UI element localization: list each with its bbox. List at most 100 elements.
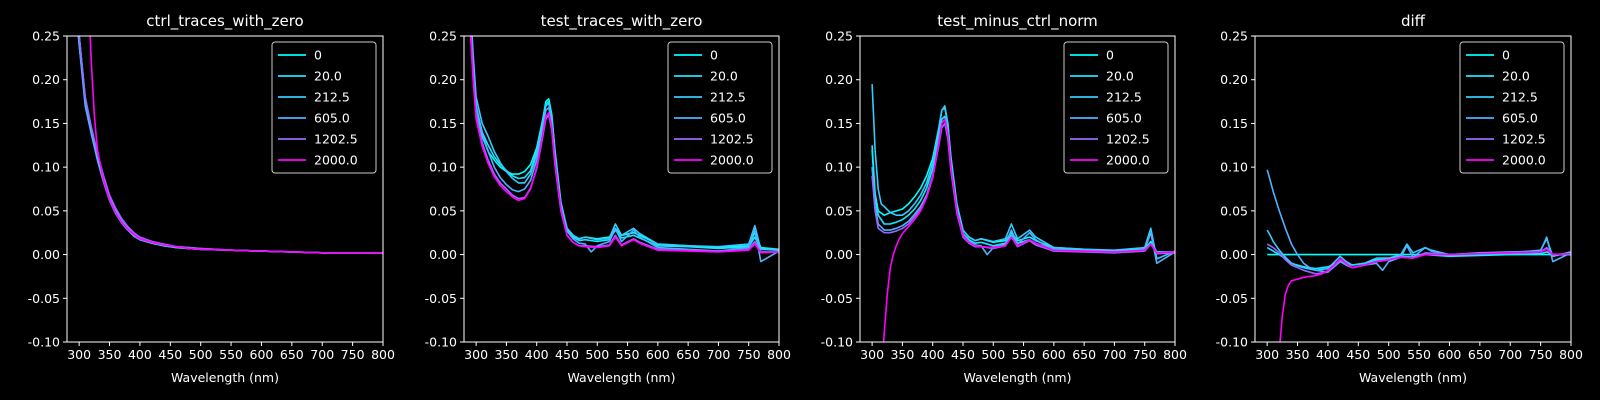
legend-entry-label: 2000.0: [1106, 153, 1150, 168]
x-tick-label: 650: [1468, 347, 1492, 362]
x-tick-label: 350: [890, 347, 914, 362]
y-tick-label: 0.15: [1220, 116, 1248, 131]
x-tick-label: 500: [1377, 347, 1401, 362]
x-tick-label: 300: [1255, 347, 1279, 362]
chart-title: diff: [1401, 12, 1426, 30]
x-tick-label: 350: [494, 347, 518, 362]
legend-entry-label: 605.0: [1106, 111, 1142, 126]
x-tick-label: 750: [737, 347, 761, 362]
series-line-5: [882, 118, 1175, 342]
y-tick-label: -0.05: [821, 291, 853, 306]
axes-frame: [1254, 35, 1572, 343]
x-tick-label: 550: [616, 347, 640, 362]
y-tick-label: 0.10: [429, 160, 457, 175]
x-tick-label: 350: [1286, 347, 1310, 362]
y-tick-label: 0.00: [1220, 247, 1248, 262]
y-tick-label: 0.00: [32, 247, 60, 262]
chart-panel-1: test_traces_with_zero 300 350 400 450 500 550 6…: [425, 12, 791, 385]
legend-entry-label: 212.5: [710, 90, 746, 105]
y-tick-label: 0.15: [429, 116, 457, 131]
y-tick-label: 0.05: [1220, 203, 1248, 218]
y-tick-label: 0.05: [825, 203, 853, 218]
x-tick-label: 650: [280, 347, 304, 362]
x-tick-label: 700: [706, 347, 730, 362]
x-tick-label: 800: [767, 347, 791, 362]
x-tick-label: 650: [1072, 347, 1096, 362]
series-line-5: [89, 36, 383, 254]
legend-entry-label: 0: [314, 48, 322, 63]
legend-entry-label: 605.0: [1502, 111, 1538, 126]
y-tick-label: 0.20: [429, 72, 457, 87]
y-tick-label: -0.10: [425, 335, 457, 350]
legend-entry-label: 212.5: [1502, 90, 1538, 105]
y-tick-label: -0.10: [28, 335, 60, 350]
chart-title: test_minus_ctrl_norm: [937, 12, 1098, 31]
y-tick-label: 0.25: [825, 29, 853, 44]
x-tick-label: 550: [219, 347, 243, 362]
x-tick-label: 450: [555, 347, 579, 362]
x-tick-label: 400: [921, 347, 945, 362]
series-group: [77, 36, 383, 254]
x-tick-label: 300: [860, 347, 884, 362]
legend-entry-label: 2000.0: [314, 153, 358, 168]
y-tick-label: -0.10: [1216, 335, 1248, 350]
x-tick-label: 400: [128, 347, 152, 362]
legend: 0 20.0 212.5 605.0 1202.5 2000.0: [1063, 41, 1169, 174]
x-tick-label: 500: [189, 347, 213, 362]
y-tick-label: 0.25: [32, 29, 60, 44]
y-tick-label: 0.10: [1220, 160, 1248, 175]
y-tick-label: 0.20: [32, 72, 60, 87]
x-tick-label: 800: [371, 347, 395, 362]
chart-panel-2: test_minus_ctrl_norm 300 350 400 450 500 550 60…: [821, 12, 1187, 385]
x-tick-label: 500: [585, 347, 609, 362]
x-tick-label: 400: [1316, 347, 1340, 362]
x-tick-label: 800: [1559, 347, 1583, 362]
legend-box: [1063, 41, 1169, 174]
legend-entry-label: 212.5: [1106, 90, 1142, 105]
x-axis-label: Wavelength (nm): [964, 370, 1072, 385]
y-tick-label: -0.10: [821, 335, 853, 350]
x-tick-label: 450: [158, 347, 182, 362]
x-tick-label: 600: [1438, 347, 1462, 362]
x-tick-label: 600: [1042, 347, 1066, 362]
axes-frame: [859, 35, 1176, 343]
y-tick-label: 0.20: [1220, 72, 1248, 87]
legend-entry-label: 20.0: [314, 69, 342, 84]
y-tick-label: 0.10: [825, 160, 853, 175]
y-tick-label: -0.05: [28, 291, 60, 306]
x-tick-label: 800: [1163, 347, 1187, 362]
axes-frame: [463, 35, 780, 343]
chart-panel-0: ctrl_traces_with_zero 300 350 400 450 500 550 6…: [28, 12, 395, 385]
series-group: [1266, 169, 1571, 342]
legend: 0 20.0 212.5 605.0 1202.5 2000.0: [271, 41, 377, 174]
chart-title: test_traces_with_zero: [541, 12, 703, 31]
legend-entry-label: 212.5: [314, 90, 350, 105]
x-tick-label: 400: [525, 347, 549, 362]
x-axis-label: Wavelength (nm): [1359, 370, 1467, 385]
legend-entry-label: 1202.5: [1106, 132, 1150, 147]
legend-entry-label: 605.0: [314, 111, 350, 126]
y-tick-label: 0.15: [32, 116, 60, 131]
series-group: [469, 36, 779, 263]
legend-entry-label: 605.0: [710, 111, 746, 126]
x-tick-label: 750: [1529, 347, 1553, 362]
x-tick-label: 450: [1346, 347, 1370, 362]
y-tick-label: 0.00: [825, 247, 853, 262]
series-line-5: [469, 36, 779, 254]
y-tick-label: 0.05: [32, 203, 60, 218]
y-tick-label: 0.05: [429, 203, 457, 218]
y-tick-label: 0.25: [1220, 29, 1248, 44]
legend-entry-label: 20.0: [1106, 69, 1134, 84]
x-tick-label: 700: [1102, 347, 1126, 362]
x-tick-label: 300: [464, 347, 488, 362]
x-tick-label: 550: [1407, 347, 1431, 362]
legend-entry-label: 0: [1502, 48, 1510, 63]
legend-entry-label: 0: [710, 48, 718, 63]
legend-entry-label: 1202.5: [1502, 132, 1546, 147]
legend: 0 20.0 212.5 605.0 1202.5 2000.0: [667, 41, 773, 174]
x-axis-label: Wavelength (nm): [171, 370, 279, 385]
x-tick-label: 700: [1498, 347, 1522, 362]
x-tick-label: 350: [98, 347, 122, 362]
